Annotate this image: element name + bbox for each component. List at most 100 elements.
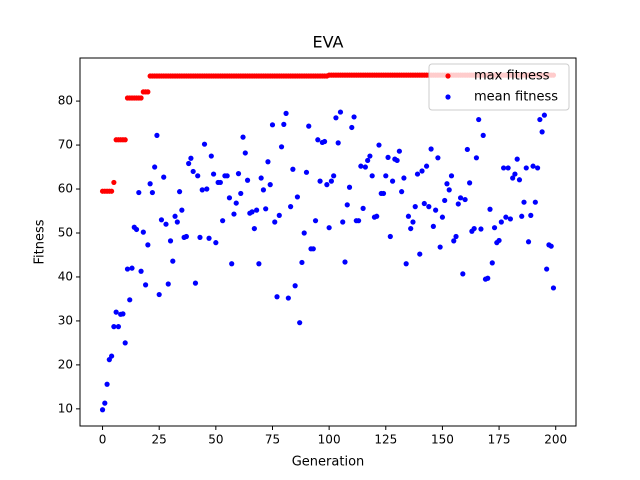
- point: [380, 190, 387, 197]
- point: [446, 187, 452, 193]
- point: [306, 123, 312, 129]
- point: [505, 165, 511, 171]
- point: [455, 201, 461, 207]
- point: [260, 187, 267, 193]
- point: [403, 261, 409, 267]
- point: [303, 169, 310, 175]
- point: [154, 132, 160, 138]
- legend-box: [428, 63, 570, 111]
- x-tick-label: 150: [431, 433, 454, 447]
- point: [448, 173, 455, 179]
- point: [335, 140, 341, 146]
- point: [235, 171, 242, 177]
- point: [292, 283, 298, 289]
- point: [238, 190, 244, 197]
- x-tick-label: 75: [265, 433, 280, 447]
- point: [210, 171, 217, 177]
- point: [172, 213, 178, 219]
- point: [537, 116, 543, 123]
- point: [523, 165, 529, 171]
- point: [158, 217, 165, 223]
- point: [113, 309, 119, 315]
- point: [421, 200, 427, 207]
- x-tick-label: 175: [488, 433, 511, 447]
- point: [258, 175, 264, 181]
- point: [333, 115, 339, 121]
- point: [496, 237, 502, 244]
- point: [145, 89, 151, 95]
- point: [312, 218, 319, 224]
- point: [442, 197, 448, 204]
- point: [322, 138, 328, 145]
- point: [387, 233, 393, 240]
- point: [136, 189, 142, 196]
- point: [186, 160, 192, 167]
- point: [358, 163, 364, 169]
- point: [423, 163, 430, 169]
- point: [405, 213, 412, 219]
- point: [301, 230, 307, 236]
- point: [145, 242, 151, 248]
- x-tick-label: 0: [99, 433, 107, 447]
- legend-marker: [445, 94, 451, 100]
- point: [120, 311, 126, 317]
- point: [394, 157, 400, 164]
- y-tick-label: 10: [58, 401, 73, 415]
- point: [109, 188, 115, 194]
- point: [324, 182, 330, 188]
- point: [476, 116, 482, 123]
- point: [389, 178, 396, 184]
- point: [224, 173, 230, 179]
- point: [351, 114, 357, 120]
- x-tick-label: 25: [152, 433, 167, 447]
- point: [174, 219, 180, 225]
- point: [129, 265, 135, 271]
- point: [514, 156, 520, 162]
- point: [281, 121, 287, 127]
- point: [344, 202, 350, 208]
- point: [170, 258, 176, 264]
- point: [544, 266, 550, 272]
- point: [548, 243, 554, 249]
- point: [276, 212, 282, 219]
- point: [104, 381, 110, 387]
- point: [251, 225, 257, 232]
- point: [417, 251, 423, 257]
- legend-label: max fitness: [474, 69, 550, 84]
- point: [111, 179, 117, 186]
- point: [550, 285, 557, 291]
- point: [315, 137, 321, 143]
- point: [464, 146, 470, 153]
- point: [501, 165, 507, 171]
- point: [217, 179, 223, 186]
- point: [462, 196, 468, 203]
- point: [396, 148, 402, 154]
- point: [190, 168, 196, 175]
- point: [290, 166, 296, 172]
- point: [122, 340, 128, 346]
- point: [412, 204, 418, 210]
- point: [142, 282, 149, 288]
- point: [294, 194, 301, 200]
- point: [127, 297, 133, 303]
- point: [489, 260, 495, 266]
- point: [346, 184, 353, 190]
- point: [140, 229, 146, 235]
- point: [410, 219, 416, 225]
- point: [297, 320, 303, 326]
- point: [122, 137, 128, 143]
- point: [401, 175, 407, 181]
- point: [385, 154, 391, 160]
- point: [340, 219, 346, 225]
- point: [503, 214, 509, 220]
- x-axis-label: Generation: [292, 455, 365, 470]
- point: [111, 324, 117, 330]
- point: [519, 213, 525, 219]
- point: [161, 174, 167, 180]
- point: [204, 186, 210, 192]
- point: [192, 280, 199, 286]
- point: [310, 246, 316, 252]
- point: [195, 173, 201, 179]
- point: [376, 142, 382, 148]
